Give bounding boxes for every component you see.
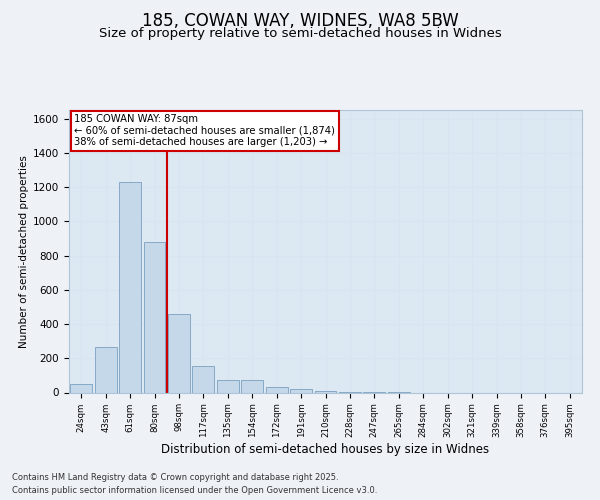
Bar — [314, 391, 337, 392]
Text: 185 COWAN WAY: 87sqm
← 60% of semi-detached houses are smaller (1,874)
38% of se: 185 COWAN WAY: 87sqm ← 60% of semi-detac… — [74, 114, 335, 148]
Y-axis label: Number of semi-detached properties: Number of semi-detached properties — [19, 155, 29, 348]
Bar — [143, 242, 166, 392]
Bar — [290, 389, 312, 392]
Text: Contains public sector information licensed under the Open Government Licence v3: Contains public sector information licen… — [12, 486, 377, 495]
Text: 185, COWAN WAY, WIDNES, WA8 5BW: 185, COWAN WAY, WIDNES, WA8 5BW — [142, 12, 458, 30]
Bar — [119, 182, 141, 392]
Bar — [70, 384, 92, 392]
Text: Contains HM Land Registry data © Crown copyright and database right 2025.: Contains HM Land Registry data © Crown c… — [12, 472, 338, 482]
Bar — [168, 314, 190, 392]
Text: Size of property relative to semi-detached houses in Widnes: Size of property relative to semi-detach… — [98, 28, 502, 40]
Bar — [266, 388, 287, 392]
Bar — [193, 366, 214, 392]
Bar — [95, 347, 116, 393]
X-axis label: Distribution of semi-detached houses by size in Widnes: Distribution of semi-detached houses by … — [161, 442, 490, 456]
Bar — [217, 380, 239, 392]
Bar — [241, 380, 263, 392]
